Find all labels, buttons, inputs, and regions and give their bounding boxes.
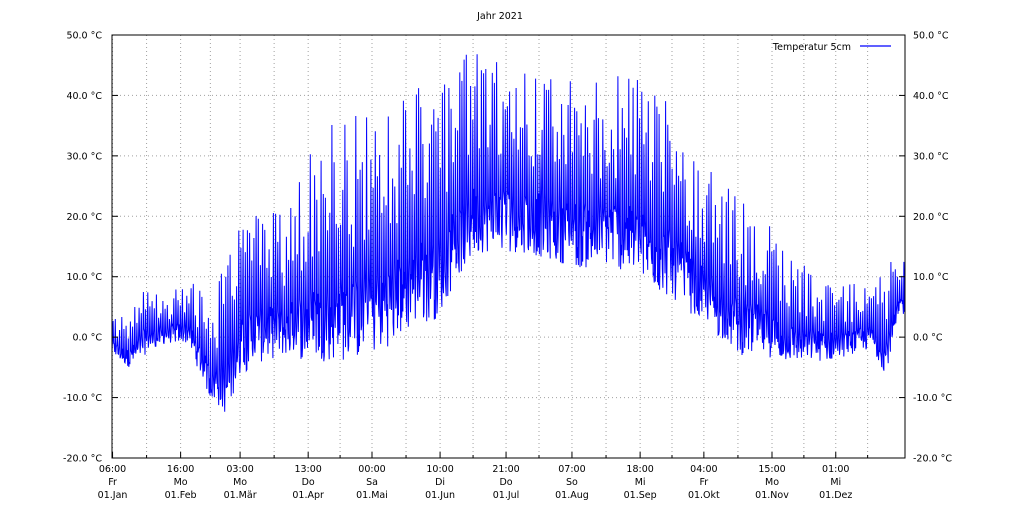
y-tick-label-right: 40.0 °C <box>913 91 949 102</box>
x-axis: 06:00 Fr 01.Jan 16:00 Mo 01.Feb 03:00 Mo 01.Mär 1… <box>98 452 869 501</box>
y-tick-label-right: 20.0 °C <box>913 212 949 223</box>
legend-label: Temperatur 5cm <box>772 42 851 53</box>
y-tick-label-left: -20.0 °C <box>63 454 102 465</box>
y-tick-label-left: 50.0 °C <box>66 31 102 42</box>
y-tick-label-left: 20.0 °C <box>66 212 102 223</box>
x-tick-label: Mo <box>174 477 188 488</box>
x-tick-label: 01.Mai <box>356 490 388 501</box>
x-tick-label: 10:00 <box>426 464 453 475</box>
x-tick-label: Sa <box>366 477 378 488</box>
x-tick-label: Do <box>499 477 512 488</box>
x-tick-label: 01.Apr <box>292 490 324 501</box>
x-tick-label: Do <box>302 477 315 488</box>
x-tick-label: 18:00 <box>626 464 653 475</box>
y-tick-label-left: 40.0 °C <box>66 91 102 102</box>
x-tick-label: 01.Jul <box>493 490 520 501</box>
x-tick-label: 01.Sep <box>624 490 657 501</box>
legend: Temperatur 5cm <box>772 42 891 53</box>
x-tick-label: 15:00 <box>758 464 785 475</box>
x-tick-label: 01.Okt <box>688 490 720 501</box>
x-tick-label: 16:00 <box>167 464 194 475</box>
series-temperatur-5cm <box>111 54 906 412</box>
plot-frame <box>111 34 906 459</box>
x-tick-label: 01.Jan <box>98 490 128 501</box>
y-tick-label-right: -10.0 °C <box>913 393 952 404</box>
grid <box>112 35 905 458</box>
y-tick-label-right: 10.0 °C <box>913 272 949 283</box>
y-tick-label-left: -10.0 °C <box>63 393 102 404</box>
x-tick-label: 13:00 <box>294 464 321 475</box>
x-tick-label: 03:00 <box>226 464 253 475</box>
x-tick-label: 01.Dez <box>819 490 852 501</box>
chart-title: Jahr 2021 <box>476 11 523 22</box>
x-tick-label: 01.Nov <box>755 490 789 501</box>
x-tick-label: Mi <box>635 477 646 488</box>
x-tick-label: Fr <box>700 477 709 488</box>
y-tick-label-left: 0.0 °C <box>72 333 102 344</box>
x-tick-label: Mi <box>830 477 841 488</box>
y-axis-left: -20.0 °C -10.0 °C 0.0 °C 10.0 °C 20.0 °C 30.0… <box>63 31 118 465</box>
x-tick-label: 00:00 <box>358 464 385 475</box>
x-tick-label: Di <box>435 477 445 488</box>
y-tick-label-left: 10.0 °C <box>66 272 102 283</box>
x-tick-label: 01.Feb <box>165 490 197 501</box>
x-tick-label: 01:00 <box>822 464 849 475</box>
x-tick-label: Mo <box>765 477 779 488</box>
x-tick-label: So <box>566 477 578 488</box>
x-tick-label: 04:00 <box>690 464 717 475</box>
y-tick-label-right: 50.0 °C <box>913 31 949 42</box>
y-tick-label-right: 30.0 °C <box>913 151 949 162</box>
x-tick-label: 21:00 <box>492 464 519 475</box>
y-tick-label-right: 0.0 °C <box>913 333 943 344</box>
y-tick-label-left: 30.0 °C <box>66 151 102 162</box>
x-tick-label: 07:00 <box>558 464 585 475</box>
x-tick-label: 01.Mär <box>224 490 257 501</box>
x-tick-label: 06:00 <box>99 464 126 475</box>
y-axis-right: -20.0 °C -10.0 °C 0.0 °C 10.0 °C 20.0 °C 30.0… <box>899 31 952 465</box>
y-tick-label-right: -20.0 °C <box>913 454 952 465</box>
x-tick-label: 01.Jun <box>425 490 455 501</box>
x-tick-label: Fr <box>108 477 117 488</box>
series-line <box>111 54 906 412</box>
x-tick-label: Mo <box>233 477 247 488</box>
x-tick-label: 01.Aug <box>555 490 589 501</box>
